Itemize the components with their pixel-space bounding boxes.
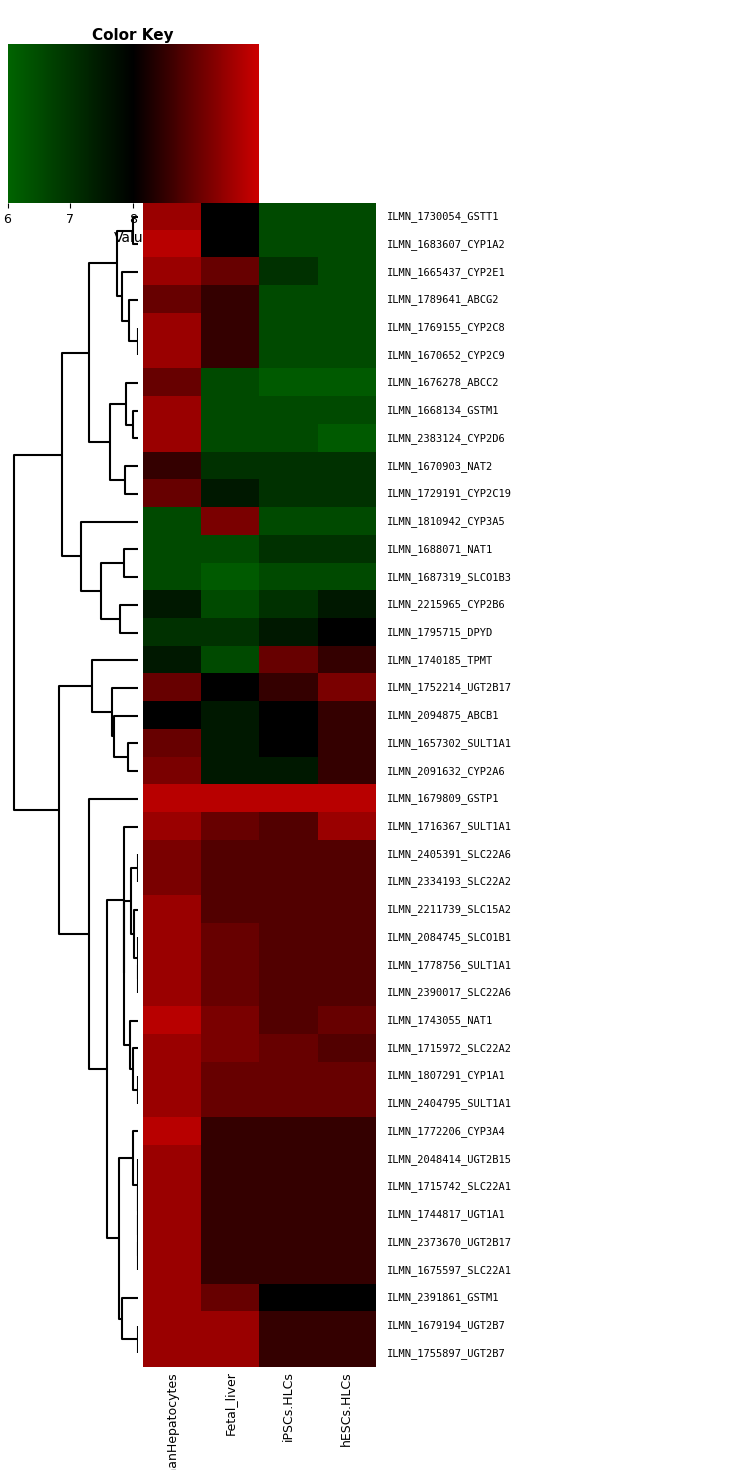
Title: Color Key: Color Key [92, 28, 174, 43]
Text: ILMN_1670903_NAT2: ILMN_1670903_NAT2 [387, 460, 494, 472]
Text: ILMN_1687319_SLCO1B3: ILMN_1687319_SLCO1B3 [387, 572, 512, 582]
Text: ILMN_1755897_UGT2B7: ILMN_1755897_UGT2B7 [387, 1348, 506, 1358]
Text: ILMN_2048414_UGT2B15: ILMN_2048414_UGT2B15 [387, 1154, 512, 1164]
Text: ILMN_1657302_SULT1A1: ILMN_1657302_SULT1A1 [387, 738, 512, 748]
Text: ILMN_1715972_SLC22A2: ILMN_1715972_SLC22A2 [387, 1042, 512, 1054]
Text: ILMN_1670652_CYP2C9: ILMN_1670652_CYP2C9 [387, 350, 506, 360]
Text: ILMN_1769155_CYP2C8: ILMN_1769155_CYP2C8 [387, 322, 506, 334]
Text: ILMN_1730054_GSTT1: ILMN_1730054_GSTT1 [387, 212, 500, 222]
Text: ILMN_2405391_SLC22A6: ILMN_2405391_SLC22A6 [387, 848, 512, 860]
Text: ILMN_2373670_UGT2B17: ILMN_2373670_UGT2B17 [387, 1236, 512, 1248]
X-axis label: Value: Value [114, 231, 152, 245]
Text: ILMN_1675597_SLC22A1: ILMN_1675597_SLC22A1 [387, 1264, 512, 1276]
Text: ILMN_1676278_ABCC2: ILMN_1676278_ABCC2 [387, 378, 500, 388]
Text: ILMN_1778756_SULT1A1: ILMN_1778756_SULT1A1 [387, 960, 512, 970]
Text: ILMN_1688071_NAT1: ILMN_1688071_NAT1 [387, 544, 494, 554]
Text: ILMN_2215965_CYP2B6: ILMN_2215965_CYP2B6 [387, 600, 506, 610]
Text: ILMN_2094875_ABCB1: ILMN_2094875_ABCB1 [387, 710, 500, 722]
Text: ILMN_2211739_SLC15A2: ILMN_2211739_SLC15A2 [387, 904, 512, 916]
Text: ILMN_1772206_CYP3A4: ILMN_1772206_CYP3A4 [387, 1126, 506, 1136]
Text: ILMN_1740185_TPMT: ILMN_1740185_TPMT [387, 654, 494, 666]
Text: ILMN_2391861_GSTM1: ILMN_2391861_GSTM1 [387, 1292, 500, 1304]
Text: ILMN_1716367_SULT1A1: ILMN_1716367_SULT1A1 [387, 822, 512, 832]
Text: ILMN_1744817_UGT1A1: ILMN_1744817_UGT1A1 [387, 1210, 506, 1220]
Text: ILMN_1795715_DPYD: ILMN_1795715_DPYD [387, 628, 494, 638]
Text: ILMN_2091632_CYP2A6: ILMN_2091632_CYP2A6 [387, 766, 506, 776]
Text: ILMN_1729191_CYP2C19: ILMN_1729191_CYP2C19 [387, 488, 512, 500]
Text: ILMN_1679809_GSTP1: ILMN_1679809_GSTP1 [387, 794, 500, 804]
Text: ILMN_1810942_CYP3A5: ILMN_1810942_CYP3A5 [387, 516, 506, 528]
Text: ILMN_2390017_SLC22A6: ILMN_2390017_SLC22A6 [387, 988, 512, 998]
Text: ILMN_2404795_SULT1A1: ILMN_2404795_SULT1A1 [387, 1098, 512, 1110]
Text: ILMN_1679194_UGT2B7: ILMN_1679194_UGT2B7 [387, 1320, 506, 1330]
Text: ILMN_1683607_CYP1A2: ILMN_1683607_CYP1A2 [387, 240, 506, 250]
Text: ILMN_1743055_NAT1: ILMN_1743055_NAT1 [387, 1016, 494, 1026]
Text: ILMN_1668134_GSTM1: ILMN_1668134_GSTM1 [387, 406, 500, 416]
Text: ILMN_1715742_SLC22A1: ILMN_1715742_SLC22A1 [387, 1182, 512, 1192]
Text: ILMN_2084745_SLCO1B1: ILMN_2084745_SLCO1B1 [387, 932, 512, 942]
Text: ILMN_1807291_CYP1A1: ILMN_1807291_CYP1A1 [387, 1070, 506, 1082]
Text: ILMN_1665437_CYP2E1: ILMN_1665437_CYP2E1 [387, 266, 506, 278]
Text: ILMN_2383124_CYP2D6: ILMN_2383124_CYP2D6 [387, 434, 506, 444]
Text: ILMN_1752214_UGT2B17: ILMN_1752214_UGT2B17 [387, 682, 512, 694]
Text: ILMN_2334193_SLC22A2: ILMN_2334193_SLC22A2 [387, 876, 512, 888]
Text: ILMN_1789641_ABCG2: ILMN_1789641_ABCG2 [387, 294, 500, 306]
